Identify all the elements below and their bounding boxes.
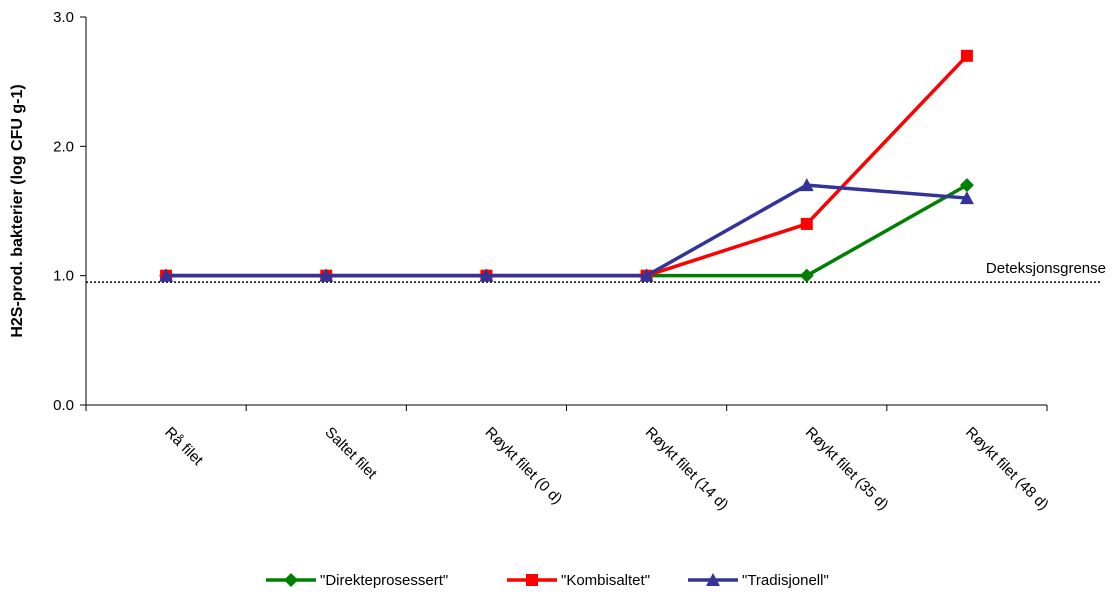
- y-tick-label: 3.0: [53, 9, 74, 26]
- data-point: [479, 268, 494, 282]
- legend-label: "Kombisaltet": [561, 572, 650, 589]
- x-tick-label: Røykt filet (0 d): [482, 424, 566, 508]
- x-tick-label: Saltet filet: [321, 424, 380, 483]
- y-tick-label: 0.0: [53, 397, 74, 414]
- x-tick-label: Røykt filet (35 d): [802, 424, 892, 514]
- detection-limit: Deteksjonsgrense: [86, 260, 1106, 283]
- legend-item: "Kombisaltet": [507, 572, 650, 589]
- data-point: [959, 178, 974, 193]
- data-point: [639, 268, 654, 282]
- data-point: [799, 268, 814, 283]
- detection-limit-label: Deteksjonsgrense: [986, 260, 1106, 277]
- legend-marker: [706, 573, 720, 586]
- series-2: [159, 178, 974, 282]
- data-point: [799, 178, 814, 192]
- data-point: [800, 217, 813, 230]
- data-point: [960, 49, 973, 62]
- legend-item: "Tradisjonell": [688, 572, 829, 589]
- legend-label: "Tradisjonell": [742, 572, 829, 589]
- series-layer: [159, 49, 974, 283]
- series-line: [166, 183, 968, 278]
- x-tick-label: Røykt filet (48 d): [962, 424, 1052, 514]
- x-tick-label: Rå filet: [161, 424, 207, 470]
- data-point: [159, 268, 174, 282]
- legend: "Direkteprosessert" "Kombisaltet" "Tradisj…: [266, 572, 829, 589]
- y-tick-label: 1.0: [53, 268, 74, 285]
- legend-marker: [526, 574, 538, 586]
- y-tick-label: 2.0: [53, 138, 74, 155]
- series-0: [159, 178, 974, 283]
- x-tick-label: Røykt filet (14 d): [642, 424, 732, 514]
- series-1: [160, 49, 973, 282]
- legend-item: "Direkteprosessert": [266, 572, 448, 589]
- series-line: [166, 54, 969, 278]
- legend-label: "Direkteprosessert": [320, 572, 448, 589]
- data-point: [959, 191, 974, 205]
- legend-marker: [284, 573, 298, 587]
- axes: 0.0 1.0 2.0 3.0 Rå filet Saltet filet Røykt fi…: [9, 9, 1052, 514]
- data-point: [319, 268, 334, 282]
- y-axis-title: H2S-prod. bakterier (log CFU g-1): [9, 84, 26, 337]
- series-line: [166, 183, 968, 278]
